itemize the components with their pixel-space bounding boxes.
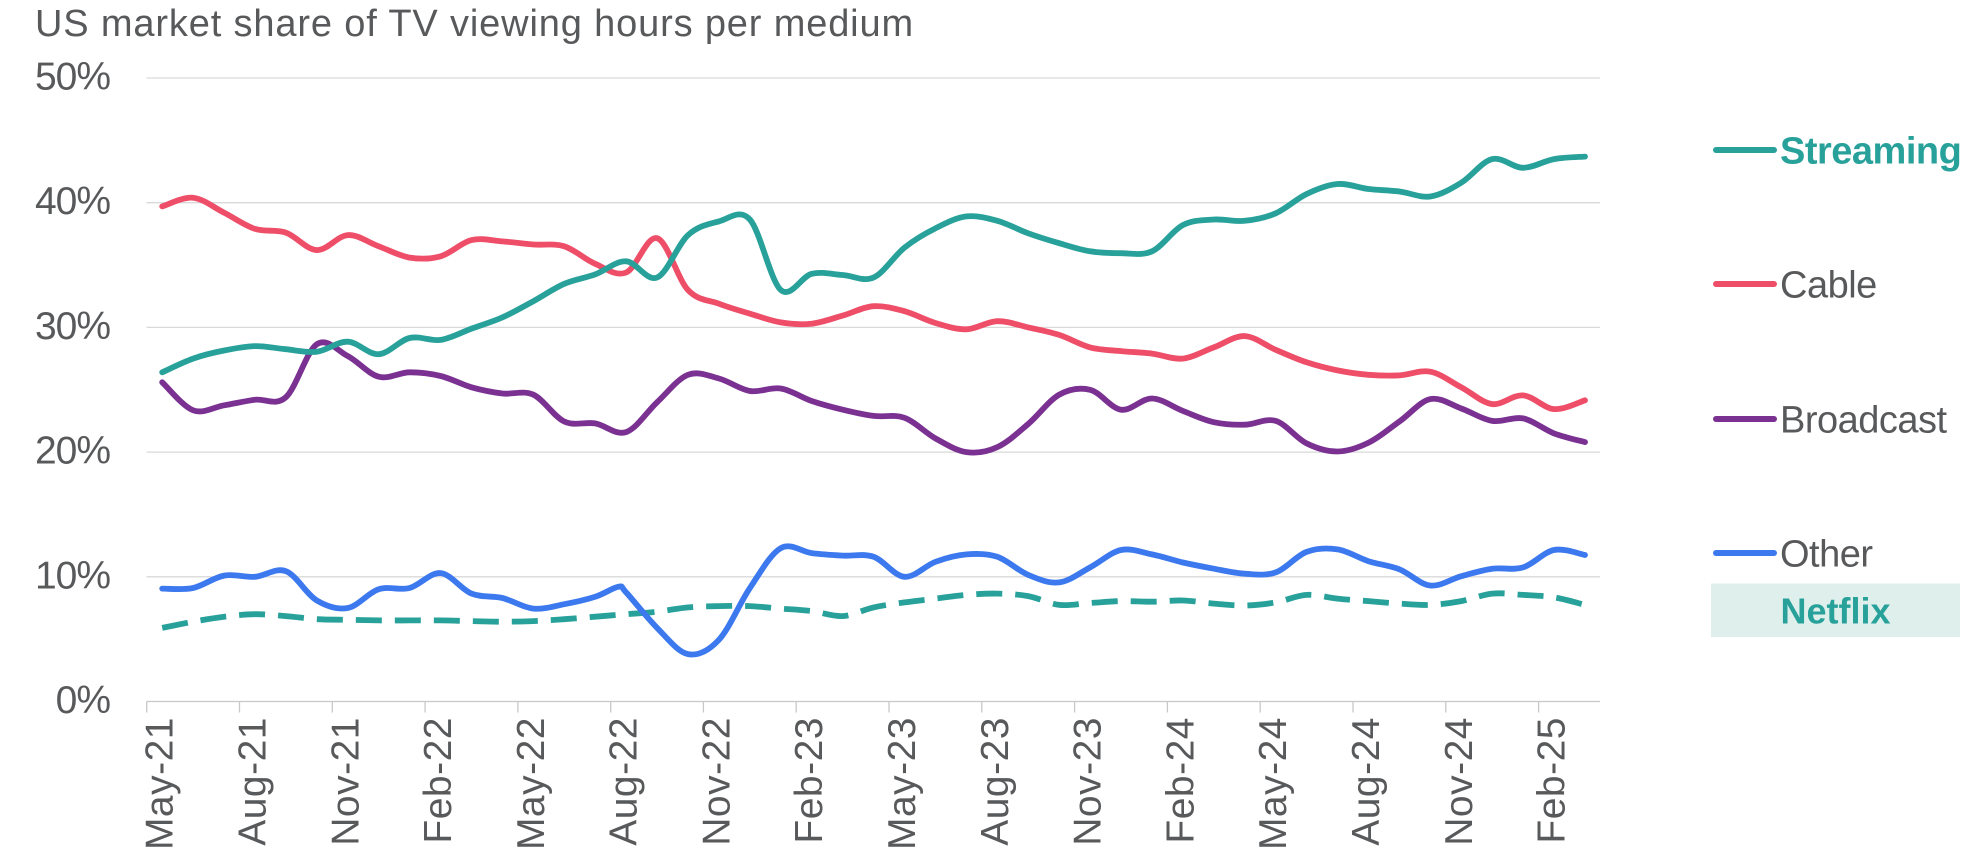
svg-text:0%: 0%: [56, 679, 111, 722]
svg-text:Aug-21: Aug-21: [232, 717, 275, 846]
svg-text:Feb-24: Feb-24: [1159, 717, 1202, 844]
svg-text:Nov-22: Nov-22: [695, 717, 738, 846]
svg-text:May-24: May-24: [1252, 717, 1295, 850]
svg-text:Feb-25: Feb-25: [1531, 717, 1574, 844]
svg-text:Nov-23: Nov-23: [1067, 717, 1110, 846]
svg-text:May-23: May-23: [881, 717, 924, 850]
svg-text:Aug-22: Aug-22: [603, 717, 646, 846]
svg-text:Nov-24: Nov-24: [1438, 717, 1481, 846]
svg-text:Broadcast: Broadcast: [1780, 400, 1948, 442]
svg-text:Aug-23: Aug-23: [974, 717, 1017, 846]
svg-text:May-21: May-21: [139, 717, 182, 850]
svg-text:Netflix: Netflix: [1780, 591, 1890, 632]
svg-text:10%: 10%: [35, 554, 110, 597]
svg-text:30%: 30%: [35, 305, 110, 348]
svg-text:Feb-23: Feb-23: [788, 717, 831, 844]
svg-text:May-22: May-22: [510, 717, 553, 850]
svg-text:20%: 20%: [35, 430, 110, 473]
svg-text:50%: 50%: [35, 56, 110, 99]
svg-text:Feb-22: Feb-22: [417, 717, 460, 844]
svg-text:40%: 40%: [35, 180, 110, 223]
svg-text:Cable: Cable: [1780, 265, 1877, 307]
svg-text:Other: Other: [1780, 534, 1873, 576]
svg-text:Streaming: Streaming: [1780, 131, 1961, 173]
svg-text:US market share of TV viewing: US market share of TV viewing hours per …: [35, 3, 914, 45]
svg-text:Nov-21: Nov-21: [324, 717, 367, 846]
svg-text:Aug-24: Aug-24: [1345, 717, 1388, 846]
